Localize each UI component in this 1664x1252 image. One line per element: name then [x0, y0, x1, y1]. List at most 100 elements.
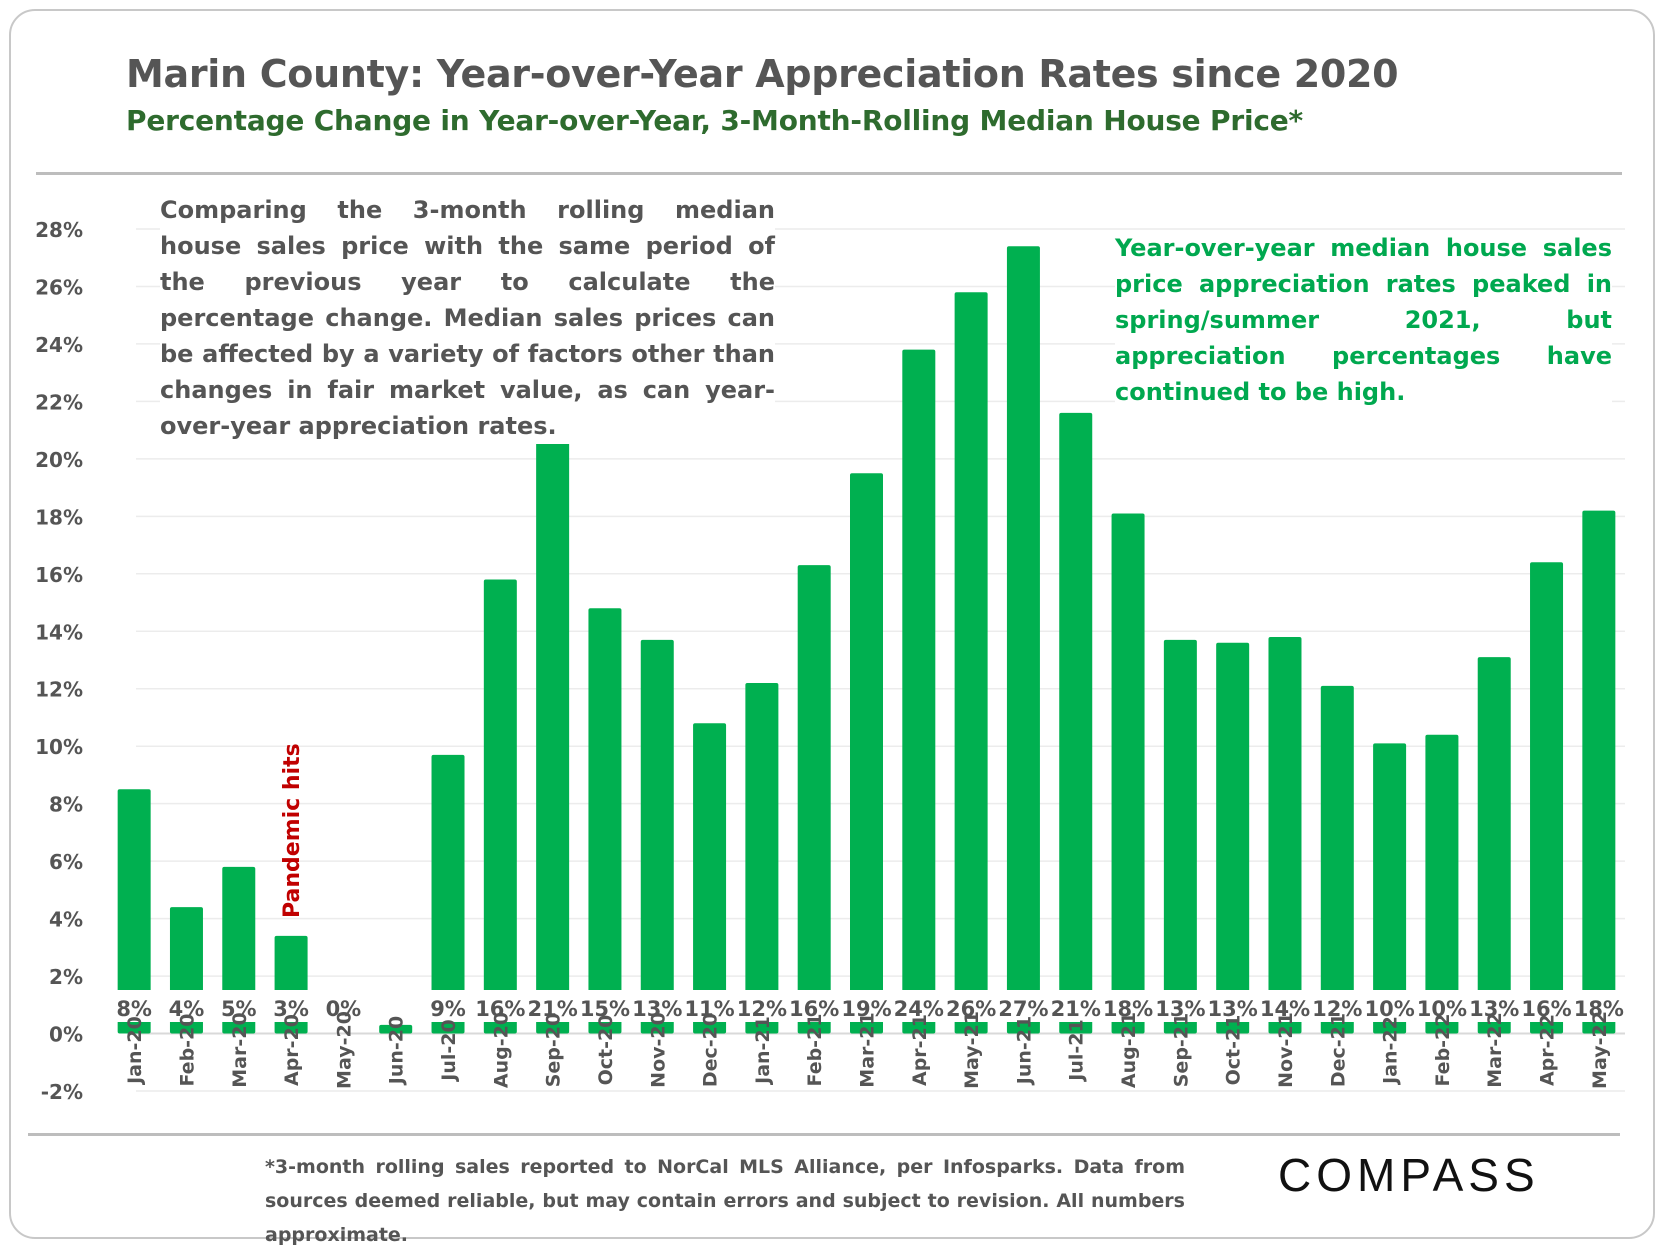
- x-tick-label: Jul-20: [438, 1019, 460, 1082]
- data-label-bg: [1364, 990, 1415, 1022]
- top-rule: [36, 172, 1622, 175]
- x-tick-label: Feb-21: [804, 1013, 826, 1086]
- y-tick-label: 6%: [49, 850, 83, 874]
- bar: [483, 579, 517, 1034]
- x-tick-label: Oct-20: [595, 1015, 617, 1086]
- y-tick-label: 26%: [35, 275, 83, 299]
- data-label-bg: [318, 990, 369, 1022]
- chart-title: Marin County: Year-over-Year Appreciatio…: [126, 52, 1399, 96]
- bar: [902, 349, 936, 1034]
- bar: [1111, 513, 1145, 1034]
- data-label-bg: [422, 990, 474, 1022]
- data-label-bg: [265, 990, 317, 1022]
- x-tick-label: Jan-22: [1380, 1016, 1402, 1086]
- data-label: 18%: [1103, 997, 1153, 1021]
- x-tick-label: Feb-22: [1432, 1013, 1454, 1086]
- data-label: 9%: [430, 997, 466, 1021]
- y-tick-label: 8%: [49, 793, 83, 817]
- data-label-bg: [579, 990, 631, 1022]
- data-label: 15%: [580, 997, 630, 1021]
- x-tick-label: Aug-20: [490, 1012, 512, 1088]
- y-tick-label: 28%: [35, 218, 83, 242]
- bar: [745, 682, 779, 1034]
- x-tick-label: May-21: [961, 1011, 983, 1089]
- data-label: 26%: [946, 997, 996, 1021]
- data-label: 21%: [1051, 997, 1101, 1021]
- data-label-bg: [1207, 990, 1258, 1022]
- bar: [379, 1024, 413, 1034]
- y-tick-label: 24%: [35, 333, 83, 357]
- x-tick-label: Mar-20: [229, 1012, 251, 1087]
- bar: [693, 723, 727, 1034]
- y-tick-label: 2%: [49, 965, 83, 989]
- bar: [640, 639, 674, 1034]
- data-label: 18%: [1574, 997, 1624, 1021]
- bar: [1006, 246, 1040, 1034]
- bar: [1477, 657, 1511, 1034]
- bar: [1059, 412, 1093, 1034]
- data-label: 10%: [1364, 997, 1414, 1021]
- y-tick-label: 16%: [35, 563, 83, 587]
- x-tick-label: Jul-21: [1066, 1019, 1088, 1082]
- y-tick-label: 14%: [35, 620, 83, 644]
- y-tick-label: -2%: [41, 1080, 83, 1104]
- y-tick-label: 0%: [49, 1023, 83, 1047]
- data-label-bg: [893, 990, 944, 1022]
- x-tick-label: May-22: [1589, 1011, 1611, 1089]
- bar: [1163, 639, 1197, 1034]
- methodology-note: Comparing the 3-month rolling median hou…: [160, 192, 775, 444]
- data-label: 19%: [841, 997, 891, 1021]
- footnote: *3-month rolling sales reported to NorCa…: [265, 1156, 1185, 1246]
- data-label: 13%: [632, 997, 682, 1021]
- data-label-bg: [945, 990, 997, 1022]
- data-label: 21%: [528, 997, 578, 1021]
- data-label: 13%: [1155, 997, 1205, 1021]
- bar: [1320, 685, 1354, 1034]
- x-tick-label: Jun-21: [1013, 1016, 1035, 1086]
- bottom-rule: [28, 1133, 1620, 1136]
- x-tick-label: Jan-21: [752, 1016, 774, 1086]
- x-tick-label: Apr-20: [281, 1014, 303, 1086]
- bar: [1373, 743, 1407, 1034]
- data-label: 14%: [1260, 997, 1310, 1021]
- data-label-bg: [475, 990, 526, 1022]
- data-label: 4%: [169, 997, 205, 1021]
- data-label: 5%: [221, 997, 257, 1021]
- data-label: 16%: [1521, 997, 1571, 1021]
- data-label: 8%: [116, 997, 152, 1021]
- data-label: 16%: [789, 997, 839, 1021]
- x-tick-label: Nov-20: [647, 1012, 669, 1088]
- x-tick-label: Dec-21: [1327, 1013, 1349, 1087]
- data-label-bg: [1469, 990, 1520, 1022]
- data-label-bg: [213, 990, 264, 1022]
- y-tick-label: 18%: [35, 505, 83, 529]
- data-label-bg: [161, 990, 212, 1022]
- data-label: 12%: [737, 997, 787, 1021]
- data-label-bg: [1521, 990, 1572, 1022]
- data-label-bg: [841, 990, 892, 1022]
- bar: [1268, 637, 1302, 1034]
- data-label-bg: [109, 990, 160, 1022]
- pandemic-annotation: Pandemic hits: [280, 743, 305, 918]
- bar: [117, 789, 151, 1034]
- data-label: 24%: [894, 997, 944, 1021]
- data-label: 0%: [326, 997, 362, 1021]
- x-tick-label: Mar-22: [1484, 1012, 1506, 1087]
- y-tick-label: 4%: [49, 908, 83, 932]
- data-label-bg: [1102, 990, 1154, 1022]
- x-tick-label: Jan-20: [124, 1016, 146, 1086]
- bar: [431, 754, 465, 1034]
- bar: [954, 292, 988, 1034]
- x-tick-label: Apr-21: [909, 1014, 931, 1086]
- data-label: 11%: [684, 997, 734, 1021]
- y-tick-label: 10%: [35, 735, 83, 759]
- bar: [588, 608, 622, 1034]
- bar: [1216, 642, 1250, 1034]
- x-tick-label: Jun-20: [386, 1016, 408, 1086]
- data-label-bg: [632, 990, 683, 1022]
- data-label: 13%: [1469, 997, 1519, 1021]
- data-label-bg: [1050, 990, 1101, 1022]
- data-label-bg: [736, 990, 788, 1022]
- data-label: 10%: [1417, 997, 1467, 1021]
